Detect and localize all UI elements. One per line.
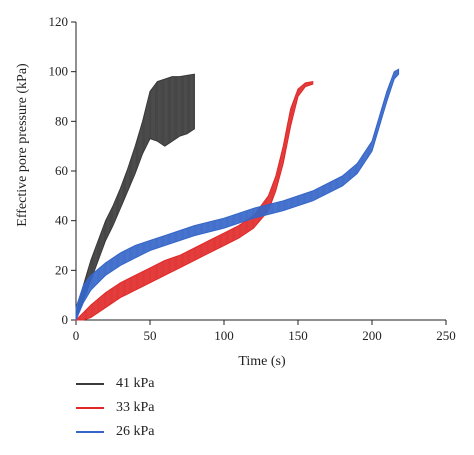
legend-item-41kpa: 41 kPa <box>76 372 155 396</box>
y-axis-label: Effective pore pressure (kPa) <box>15 63 30 227</box>
legend-item-33kpa: 33 kPa <box>76 396 155 420</box>
legend-swatch-41kpa <box>76 383 104 385</box>
y-tick-label: 120 <box>49 14 69 29</box>
legend-label-26kpa: 26 kPa <box>116 424 155 439</box>
x-tick-label: 50 <box>144 328 157 343</box>
x-tick-label: 100 <box>214 328 234 343</box>
legend-item-26kpa: 26 kPa <box>76 420 155 444</box>
y-tick-label: 20 <box>55 262 68 277</box>
x-tick-label: 150 <box>288 328 308 343</box>
legend: 41 kPa 33 kPa 26 kPa <box>76 372 155 444</box>
legend-label-41kpa: 41 kPa <box>116 376 155 391</box>
legend-swatch-33kpa <box>76 407 104 409</box>
y-tick-label: 100 <box>49 64 69 79</box>
legend-label-33kpa: 33 kPa <box>116 400 155 415</box>
y-tick-label: 60 <box>55 163 68 178</box>
x-tick-label: 250 <box>436 328 456 343</box>
x-axis-label: Time (s) <box>238 354 286 369</box>
legend-swatch-26kpa <box>76 431 104 433</box>
y-tick-label: 40 <box>55 213 68 228</box>
x-tick-label: 200 <box>362 328 382 343</box>
y-tick-label: 80 <box>55 113 68 128</box>
series-oscillation-26kpa <box>75 69 399 320</box>
y-tick-label: 0 <box>62 312 69 327</box>
x-tick-label: 0 <box>73 328 80 343</box>
plot-area: 0 20 40 60 80 100 120 0 50 100 150 200 250 <box>49 14 456 343</box>
